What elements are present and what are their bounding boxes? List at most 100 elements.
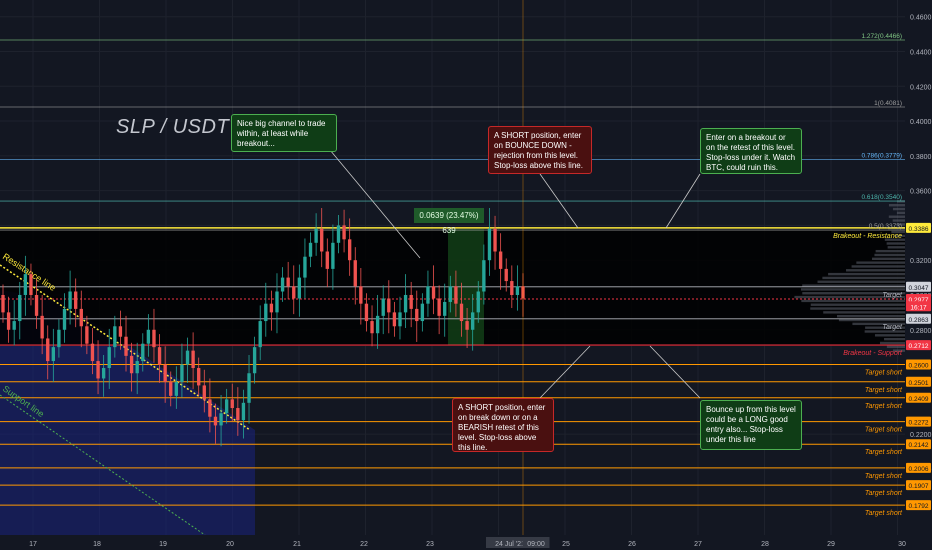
- candle-body: [398, 312, 402, 327]
- candle-body: [482, 260, 486, 292]
- note-short-breakdown[interactable]: A SHORT position, enter on break down or…: [452, 398, 554, 452]
- volume-profile-bar: [817, 280, 905, 283]
- x-tick-label: 29: [827, 541, 835, 548]
- candle-body: [426, 286, 430, 304]
- candle-body: [113, 326, 117, 348]
- candle-body: [68, 291, 72, 309]
- candle-body: [286, 277, 290, 287]
- pointer-3: [665, 173, 701, 229]
- level-label: Target short: [865, 473, 903, 480]
- y-tick-label: 0.3800: [910, 154, 932, 161]
- volume-profile-bar: [896, 223, 905, 226]
- volume-profile-bar: [888, 204, 905, 207]
- candle-body: [359, 286, 363, 304]
- candle-body: [336, 225, 341, 243]
- candle-body: [370, 321, 374, 334]
- candle-body: [174, 381, 179, 396]
- price-badge: [906, 340, 931, 351]
- price-badge-label: 0.1907: [909, 483, 929, 490]
- candle-body: [264, 303, 268, 322]
- volume-profile-bar: [886, 345, 905, 349]
- level-label: Target short: [865, 449, 903, 456]
- y-tick-label: 0.2200: [910, 432, 932, 439]
- candle-body: [152, 329, 156, 348]
- volume-profile-bar: [836, 314, 905, 318]
- note-channel[interactable]: Nice big channel to trade within, at lea…: [231, 114, 337, 152]
- x-tick-label: 25: [562, 541, 570, 548]
- candle-body: [236, 408, 240, 421]
- time-axis-background: [0, 535, 932, 550]
- candle-body: [292, 286, 296, 299]
- price-badge: [906, 500, 931, 511]
- candle-body: [252, 347, 257, 374]
- volume-profile-bar: [828, 272, 905, 276]
- pointer-2: [539, 173, 579, 229]
- candle-body: [437, 298, 441, 316]
- candle-body: [415, 308, 419, 322]
- candle-body: [23, 274, 28, 295]
- candle-body: [18, 294, 22, 322]
- candle-body: [320, 228, 324, 252]
- volume-profile-bar: [892, 207, 905, 211]
- candle-body: [79, 308, 83, 327]
- price-badge: [906, 359, 931, 370]
- time-axis[interactable]: 17 18 19 20 21 22 23 24 Jul '21 09:00 25 26 27 28 29 3…: [29, 537, 906, 548]
- candle-body: [465, 321, 469, 330]
- candle-body: [118, 326, 123, 337]
- note-breakout-entry[interactable]: Enter on a breakout or on the retest of …: [700, 128, 802, 174]
- volume-profile-bar: [892, 219, 905, 222]
- note-long-bounce[interactable]: Bounce up from this level could be a LON…: [700, 400, 802, 450]
- volume-profile-bar: [875, 249, 905, 253]
- candle-body: [331, 242, 335, 269]
- candle-body: [180, 364, 184, 382]
- candle-body: [169, 381, 173, 396]
- candle-body: [347, 239, 352, 261]
- volume-profile-bar: [802, 284, 905, 287]
- note-pointers: [329, 149, 701, 399]
- candle-body: [29, 274, 33, 295]
- candle-body: [314, 228, 318, 243]
- x-tick-label: 28: [761, 541, 769, 548]
- level-label: Target: [882, 292, 903, 299]
- volume-profile-bar: [794, 295, 905, 299]
- volume-profile-bar: [838, 318, 905, 322]
- candle-body: [74, 291, 78, 309]
- fib-label: 0.786(0.3779): [862, 152, 902, 159]
- level-label: Target short: [865, 427, 903, 434]
- y-tick-label: 0.2800: [910, 328, 932, 335]
- price-badge-label: 0.3386: [909, 226, 929, 233]
- candle-body: [476, 291, 480, 313]
- price-badge: [906, 281, 931, 292]
- candle-body: [129, 355, 134, 374]
- candle-body: [191, 350, 195, 369]
- price-badge: [906, 462, 931, 473]
- volume-profile-bar: [891, 230, 905, 234]
- candle-body: [146, 329, 151, 344]
- fib-label: 0.5(0.3373): [869, 223, 902, 230]
- level-label: Target: [882, 324, 903, 331]
- candle-body: [308, 242, 313, 257]
- price-badge-label: 0.2272: [909, 420, 929, 427]
- candle-body: [454, 286, 458, 304]
- candle-body: [157, 347, 162, 365]
- fib-label: 1(0.4081): [874, 100, 902, 107]
- price-badge-label: 0.2977: [909, 297, 929, 304]
- time-badge: [522, 537, 550, 548]
- y-tick-label: 0.4200: [910, 84, 932, 91]
- candle-body: [34, 294, 39, 316]
- y-tick-label: 0.3600: [910, 189, 932, 196]
- note-short-bounce[interactable]: A SHORT position, enter on BOUNCE DOWN -…: [488, 126, 592, 174]
- candle-body: [12, 321, 16, 330]
- candle-body: [515, 286, 520, 295]
- x-tick-label: 24 Jul '21: [495, 541, 525, 548]
- x-tick-label: 27: [694, 541, 702, 548]
- candle-body: [208, 399, 212, 417]
- level-label: Target short: [865, 403, 903, 410]
- price-badge-label: 0.3047: [909, 285, 929, 292]
- candle-body: [224, 399, 229, 414]
- candle-body: [297, 277, 302, 299]
- volume-profile-bar: [822, 276, 905, 280]
- candle-body: [163, 364, 167, 382]
